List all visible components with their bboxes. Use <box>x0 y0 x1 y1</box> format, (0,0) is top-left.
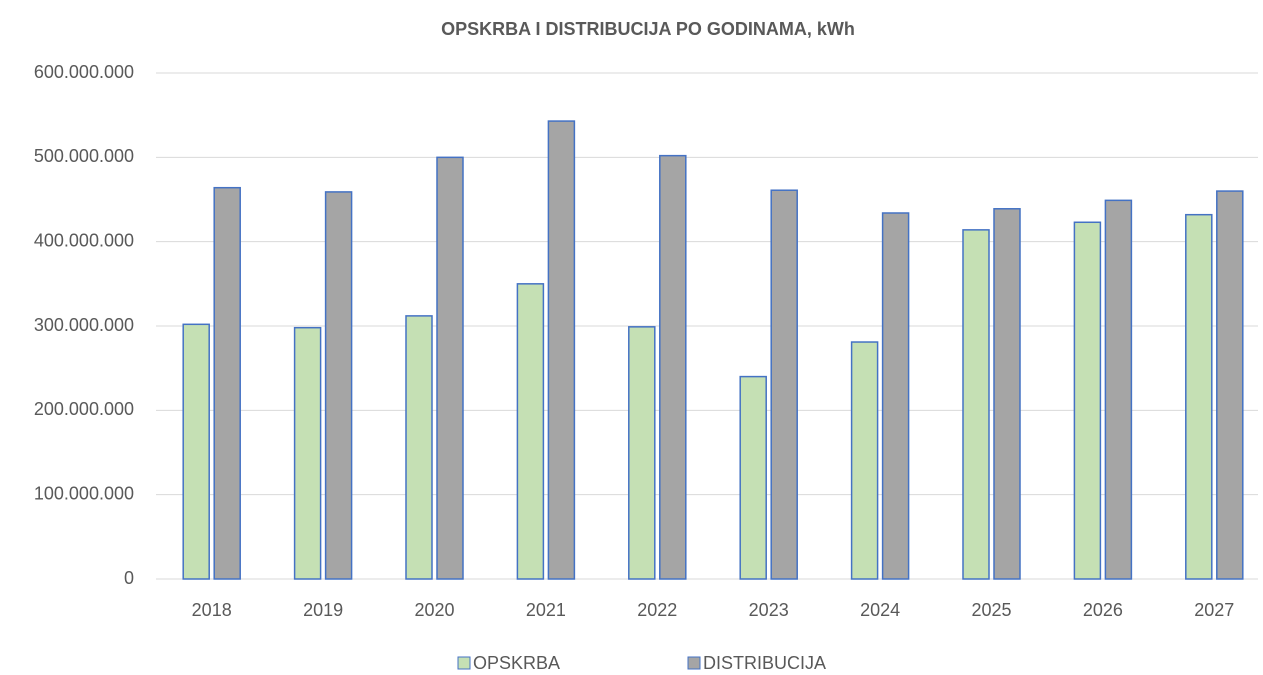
bar <box>324 191 353 580</box>
bar <box>962 229 990 580</box>
x-tick-label: 2021 <box>526 600 566 620</box>
y-tick-label: 600.000.000 <box>34 62 134 82</box>
y-tick-label: 300.000.000 <box>34 315 134 335</box>
bar <box>881 212 910 580</box>
bar <box>739 375 767 580</box>
x-tick-label: 2020 <box>414 600 454 620</box>
x-tick-label: 2023 <box>749 600 789 620</box>
bar <box>770 189 798 580</box>
bar <box>1073 221 1102 580</box>
x-tick-label: 2018 <box>192 600 232 620</box>
y-tick-label: 0 <box>124 568 134 588</box>
bar <box>182 323 210 580</box>
legend-label: DISTRIBUCIJA <box>703 653 826 673</box>
bar <box>547 120 576 580</box>
y-tick-label: 200.000.000 <box>34 399 134 419</box>
bar <box>628 326 656 580</box>
bar <box>213 186 241 580</box>
x-tick-label: 2027 <box>1194 600 1234 620</box>
x-tick-label: 2024 <box>860 600 900 620</box>
legend-label: OPSKRBA <box>473 653 560 673</box>
y-tick-label: 500.000.000 <box>34 146 134 166</box>
bar <box>293 326 322 580</box>
x-tick-label: 2025 <box>971 600 1011 620</box>
bar <box>993 208 1021 580</box>
bar <box>516 283 545 580</box>
bar <box>1104 199 1133 580</box>
x-tick-label: 2026 <box>1083 600 1123 620</box>
legend-swatch <box>457 656 471 670</box>
bar <box>436 156 464 580</box>
bar <box>405 315 433 580</box>
bar <box>1185 213 1213 580</box>
bar <box>1216 190 1244 580</box>
y-tick-label: 100.000.000 <box>34 483 134 503</box>
x-tick-label: 2019 <box>303 600 343 620</box>
y-tick-label: 400.000.000 <box>34 230 134 250</box>
x-tick-label: 2022 <box>637 600 677 620</box>
bar <box>659 154 687 580</box>
legend-swatch <box>687 656 701 670</box>
bar <box>850 341 879 580</box>
chart-title: OPSKRBA I DISTRIBUCIJA PO GODINAMA, kWh <box>441 19 855 39</box>
